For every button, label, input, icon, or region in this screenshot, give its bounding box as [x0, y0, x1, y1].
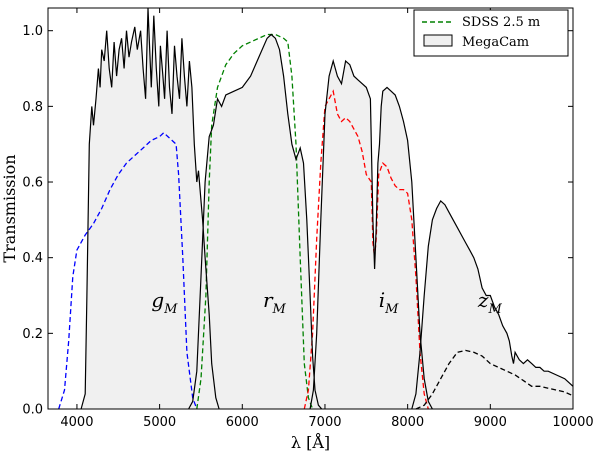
- legend-megacam-label: MegaCam: [462, 35, 529, 50]
- x-tick-label-7000: 7000: [308, 415, 341, 430]
- band-label-sub-g: M: [163, 302, 178, 317]
- sdss-curve-g: [196, 33, 314, 410]
- legend-sdss-label: SDSS 2.5 m: [462, 15, 540, 30]
- y-tick-label-1: 0.2: [22, 327, 43, 342]
- x-tick-label-10000: 10000: [552, 415, 593, 430]
- megacam-outline-layer: [80, 7, 574, 410]
- band-label-sub-r: M: [272, 302, 287, 317]
- sdss-curve-u: [58, 131, 198, 410]
- megacam-curve-g_M: [80, 7, 220, 410]
- megacam-fill-i_M: [310, 61, 433, 409]
- y-tick-label-4: 0.8: [22, 100, 43, 115]
- sdss-curve-z: [415, 349, 574, 410]
- x-tick-label-6000: 6000: [226, 415, 259, 430]
- legend: SDSS 2.5 m MegaCam: [413, 9, 569, 57]
- x-tick-label-8000: 8000: [391, 415, 424, 430]
- y-tick-label-0: 0.0: [22, 403, 43, 418]
- plot-frame: [47, 7, 574, 410]
- megacam-fill-z_M: [411, 200, 573, 409]
- x-tick-label-9000: 9000: [474, 415, 507, 430]
- megacam-fill-layer: [81, 8, 573, 409]
- x-axis-title: λ [Å]: [291, 432, 330, 452]
- axis-tick-layer: 4000 5000 6000 7000 8000 9000 10000 0.0 0.2 0.4 0.…: [22, 8, 594, 430]
- band-label-sub-z: M: [487, 302, 502, 317]
- x-tick-label-5000: 5000: [143, 415, 176, 430]
- legend-megacam-swatch: [423, 34, 453, 47]
- x-tick-label-4000: 4000: [60, 415, 93, 430]
- megacam-curve-i_M: [309, 58, 433, 410]
- y-axis-title: Transmission: [0, 154, 19, 262]
- megacam-curve-z_M: [411, 199, 574, 410]
- band-label-sub-i: M: [384, 302, 399, 317]
- y-tick-label-5: 1.0: [22, 24, 43, 39]
- y-tick-label-2: 0.4: [22, 251, 43, 266]
- megacam-curve-r_M: [188, 33, 323, 410]
- legend-box: [413, 9, 569, 57]
- megacam-fill-r_M: [188, 34, 322, 409]
- y-tick-label-3: 0.6: [22, 176, 43, 191]
